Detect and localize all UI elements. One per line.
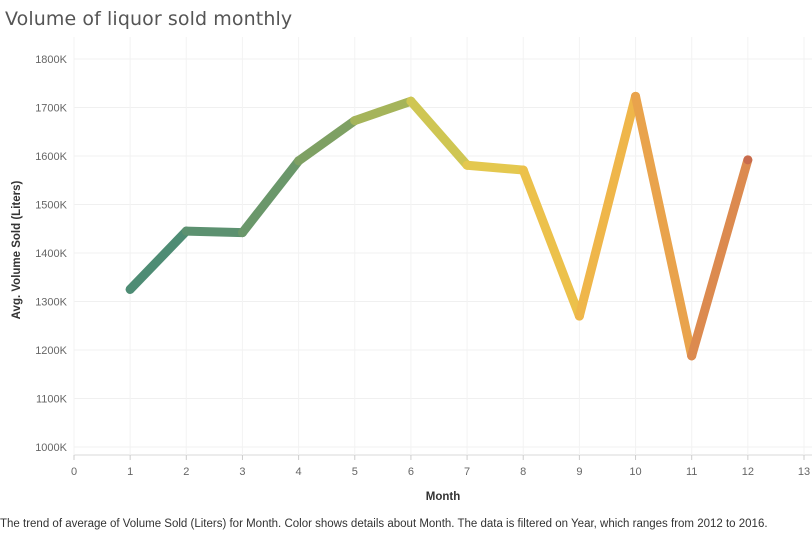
y-tick-label: 1200K — [35, 345, 67, 357]
line-segment — [237, 156, 304, 238]
x-tick-label: 13 — [798, 466, 810, 478]
x-tick-label: 4 — [296, 466, 302, 478]
data-point[interactable] — [462, 160, 472, 170]
line-segment — [462, 160, 528, 175]
line-segment — [631, 91, 697, 361]
chart-caption: The trend of average of Volume Sold (Lit… — [0, 518, 768, 530]
x-axis-ticks: 0 1 2 3 4 5 6 7 8 9 10 11 12 13 — [71, 466, 810, 478]
y-tick-label: 1700K — [35, 103, 67, 115]
gridlines — [73, 37, 812, 460]
x-tick-label: 11 — [686, 466, 697, 478]
x-tick-label: 12 — [742, 466, 754, 478]
y-axis-ticks: 1000K 1100K 1200K 1300K 1400K 1500K 1600K 1700K… — [35, 54, 67, 454]
line-segment — [574, 91, 641, 321]
x-axis-title: Month — [426, 491, 460, 503]
x-tick-label: 6 — [408, 466, 414, 478]
data-point[interactable] — [237, 228, 247, 238]
x-tick-label: 5 — [352, 466, 358, 478]
line-segment — [294, 116, 360, 166]
data-point[interactable] — [125, 284, 135, 294]
data-point[interactable] — [743, 155, 753, 165]
data-point[interactable] — [687, 351, 697, 361]
x-tick-label: 1 — [127, 466, 133, 478]
data-point[interactable] — [631, 91, 641, 101]
x-tick-label: 0 — [71, 466, 77, 478]
y-tick-label: 1100K — [36, 394, 68, 406]
x-tick-label: 8 — [520, 466, 526, 478]
y-axis-title: Avg. Volume Sold (Liters) — [11, 181, 23, 320]
y-tick-label: 1300K — [35, 297, 67, 309]
line-segment — [181, 226, 247, 238]
line-segment — [125, 226, 191, 294]
line-segment — [518, 165, 584, 321]
series-line — [125, 91, 753, 361]
y-tick-label: 1600K — [35, 151, 67, 163]
chart-title: Volume of liquor sold monthly — [5, 8, 293, 30]
data-point[interactable] — [181, 226, 191, 236]
y-tick-label: 1000K — [35, 442, 67, 454]
x-tick-label: 2 — [183, 466, 189, 478]
data-point[interactable] — [518, 165, 528, 175]
line-segment — [406, 96, 472, 170]
data-point[interactable] — [350, 116, 360, 126]
line-segment — [350, 96, 416, 126]
x-tick-label: 10 — [629, 466, 641, 478]
data-point[interactable] — [294, 156, 304, 166]
y-tick-label: 1400K — [35, 248, 67, 260]
data-point[interactable] — [406, 96, 416, 106]
y-tick-label: 1500K — [35, 200, 67, 212]
x-tick-label: 3 — [239, 466, 245, 478]
x-tick-label: 7 — [464, 466, 470, 478]
x-tick-label: 9 — [576, 466, 582, 478]
line-segment — [687, 155, 753, 361]
data-point[interactable] — [574, 311, 584, 321]
y-tick-label: 1800K — [35, 54, 67, 66]
